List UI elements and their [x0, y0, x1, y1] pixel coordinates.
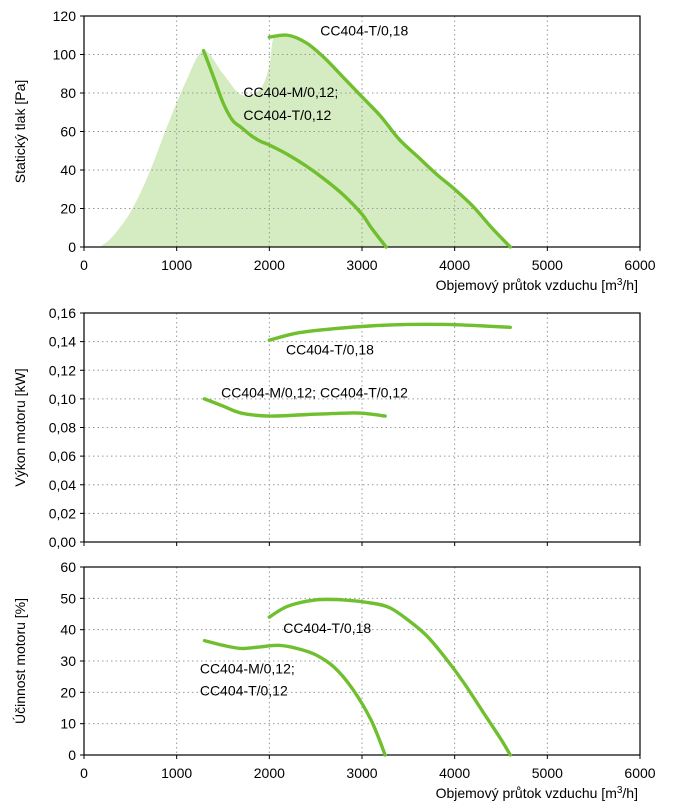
y-tick-label: 0,12 — [49, 362, 76, 378]
curve-annotation: CC404-M/0,12; — [243, 84, 338, 100]
curve-annotation: CC404-T/0,18 — [320, 22, 408, 38]
curve-annotation: CC404-M/0,12; — [200, 661, 295, 677]
y-tick-label: 0,16 — [49, 305, 76, 321]
x-tick-label: 3000 — [346, 765, 377, 781]
x-tick-label: 6000 — [624, 765, 655, 781]
y-tick-label: 100 — [53, 47, 77, 63]
series-line — [267, 33, 512, 249]
x-tick-label: 6000 — [624, 257, 655, 273]
series-line — [202, 397, 387, 418]
series-line — [267, 597, 512, 757]
y-tick-label: 80 — [60, 85, 76, 101]
power-panel: 0,00 0,02 0,04 0,06 0,08 0,10 0,12 0,14 0,16 Výko… — [12, 305, 641, 550]
curve-annotation: CC404-T/0,18 — [283, 620, 371, 636]
curve-annotation: CC404-T/0,12 — [200, 682, 288, 698]
y-tick-label: 50 — [60, 590, 76, 606]
operating-area — [99, 33, 511, 248]
y-tick-label: 0 — [68, 239, 76, 255]
y-tick-label: 40 — [60, 162, 76, 178]
curve-annotation: CC404-M/0,12; CC404-T/0,12 — [221, 384, 408, 400]
y-axis-label: Statický tlak [Pa] — [12, 80, 28, 183]
x-axis-label: Objemový průtok vzduchu [m3/h] — [436, 277, 638, 293]
x-tick-label: 5000 — [532, 765, 563, 781]
x-tick-label: 2000 — [254, 765, 285, 781]
curve-annotation: CC404-T/0,18 — [286, 342, 374, 358]
x-tick-label: 3000 — [346, 257, 377, 273]
x-tick-label: 4000 — [439, 257, 470, 273]
x-tick-label: 0 — [80, 257, 88, 273]
y-tick-label: 20 — [60, 684, 76, 700]
series-line — [201, 48, 388, 249]
y-tick-label: 120 — [53, 8, 77, 24]
x-tick-label: 4000 — [439, 765, 470, 781]
x-tick-label: 5000 — [532, 257, 563, 273]
x-tick-label: 1000 — [161, 765, 192, 781]
pressure-panel: 0 20 40 60 80 100 120 0 1000 2000 3000 4000 5000 6000… — [12, 8, 656, 293]
y-tick-label: 10 — [60, 716, 76, 732]
y-tick-label: 60 — [60, 124, 76, 140]
y-tick-label: 40 — [60, 622, 76, 638]
y-axis-label: Účinnost motoru [%] — [12, 598, 28, 724]
series-line — [202, 638, 387, 757]
y-tick-label: 0,14 — [49, 334, 76, 350]
y-axis-label: Výkon motoru [kW] — [12, 368, 28, 486]
y-tick-label: 0,08 — [49, 420, 76, 436]
y-tick-label: 30 — [60, 653, 76, 669]
y-tick-label: 0,04 — [49, 477, 76, 493]
y-tick-label: 0,06 — [49, 448, 76, 464]
y-tick-label: 0 — [68, 747, 76, 763]
y-tick-label: 60 — [60, 559, 76, 575]
y-tick-label: 0,10 — [49, 391, 76, 407]
series-line — [267, 322, 512, 342]
y-tick-label: 0,00 — [49, 534, 76, 550]
x-axis-label: Objemový průtok vzduchu [m3/h] — [436, 785, 638, 801]
x-tick-label: 1000 — [161, 257, 192, 273]
x-tick-label: 2000 — [254, 257, 285, 273]
efficiency-panel: 0 10 20 30 40 50 60 0 1000 2000 3000 4000 5000 6000 Úč… — [12, 559, 656, 801]
x-tick-label: 0 — [80, 765, 88, 781]
y-tick-label: 20 — [60, 201, 76, 217]
curve-annotation: CC404-T/0,12 — [243, 107, 331, 123]
y-tick-label: 0,02 — [49, 505, 76, 521]
